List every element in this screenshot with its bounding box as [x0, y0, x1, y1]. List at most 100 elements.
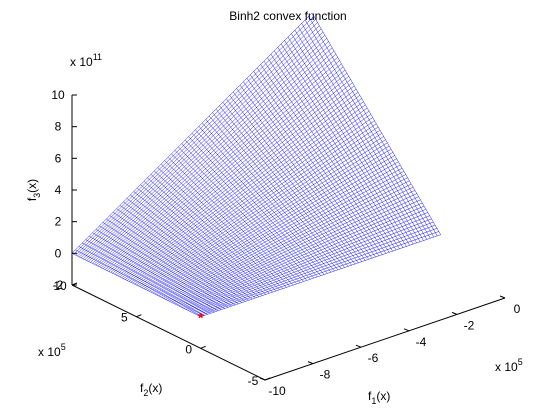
y-exponent-label: x 105 [38, 342, 66, 359]
mesh-line [82, 31, 324, 259]
z-axis-label: f3(x) [25, 179, 42, 201]
x-tick-label: -10 [268, 384, 286, 398]
y-axis-line [71, 284, 266, 381]
mesh-line [119, 95, 360, 278]
y-tick [71, 282, 78, 286]
mesh-line [101, 63, 342, 268]
mesh-line [277, 47, 407, 247]
y-tick-label: -5 [248, 374, 259, 388]
x-axis-line [264, 297, 506, 381]
mesh-line [280, 43, 410, 246]
mesh-line [202, 122, 332, 273]
mesh-line [215, 108, 345, 268]
chart-title: Binh2 convex function [229, 9, 346, 23]
z-exponent-label: x 1011 [70, 52, 102, 69]
mesh-line [287, 36, 417, 244]
x-tick [355, 344, 362, 348]
z-tick-label: 6 [55, 151, 62, 165]
mesh-line [81, 28, 322, 259]
x-tick-label: -4 [416, 335, 427, 349]
mesh-line [86, 38, 327, 261]
z-axis-ticks: -2 0 2 4 6 8 10 [51, 88, 77, 292]
mesh-line [229, 95, 359, 263]
y-tick-label: 10 [53, 279, 67, 293]
z-tick-label: 10 [51, 88, 65, 102]
mesh-line [263, 60, 393, 252]
mesh-line [311, 12, 441, 235]
x-tick-label: -2 [464, 318, 475, 332]
mesh-line [123, 101, 364, 279]
mesh-line [73, 16, 314, 255]
mesh-line [195, 129, 325, 275]
mesh-line [246, 78, 376, 258]
mesh-line [250, 74, 380, 256]
mesh-line [301, 23, 431, 239]
mesh-line [256, 67, 386, 254]
x-tick [451, 311, 458, 315]
mesh-line [84, 35, 326, 260]
mesh-line [88, 41, 329, 262]
mesh-line [130, 114, 371, 283]
mesh-line [114, 85, 355, 275]
mesh-line [93, 50, 335, 265]
mesh-line [77, 22, 318, 257]
x-tick-label: -6 [368, 351, 379, 365]
x-tick-label: -8 [320, 368, 331, 382]
mesh-line [103, 66, 344, 269]
z-tick-label: 0 [55, 246, 62, 260]
mesh-line [236, 88, 366, 261]
mesh-line [104, 69, 346, 270]
mesh-line [208, 115, 338, 270]
mesh-line [226, 98, 356, 265]
mesh-line [126, 107, 368, 281]
mesh-line [99, 60, 340, 268]
mesh-line [79, 25, 320, 258]
mesh-line [108, 76, 349, 272]
mesh-line [121, 98, 362, 278]
mesh-line [115, 88, 357, 276]
x-tick [403, 328, 410, 332]
z-tick-label: 4 [55, 183, 62, 197]
mesh-line [125, 104, 366, 280]
y-tick [200, 345, 206, 349]
mesh-line [284, 40, 414, 245]
mesh-line [134, 120, 375, 285]
mesh-line [260, 64, 390, 253]
z-tick-label: 8 [55, 120, 62, 134]
mesh-line [243, 81, 373, 259]
mesh-line [92, 47, 333, 264]
x-axis-label: f1(x) [368, 389, 390, 406]
y-tick-label: 0 [185, 342, 192, 356]
mesh-line [128, 111, 370, 282]
minimum-marker: * [198, 310, 204, 326]
mesh-line [219, 105, 349, 267]
mesh-line [239, 84, 369, 260]
mesh-line [308, 16, 438, 236]
mesh-line [274, 50, 404, 248]
x-tick [259, 377, 266, 381]
mesh-line [291, 33, 421, 242]
mesh-line [106, 73, 348, 271]
mesh-line [205, 119, 335, 272]
y-tick [264, 377, 271, 381]
mesh-line [97, 57, 338, 267]
mesh-line [298, 26, 428, 240]
mesh-line [304, 19, 434, 238]
mesh-line [253, 71, 383, 255]
mesh-line [95, 54, 337, 266]
mesh-line [71, 12, 313, 254]
x-axis-ticks: -10 -8 -6 -4 -2 0 [259, 295, 521, 398]
y-axis-ticks: -5 0 5 10 [53, 279, 271, 388]
mesh-line [198, 126, 328, 274]
mesh-line [267, 57, 397, 251]
mesh-line [212, 112, 342, 269]
mesh-line [75, 19, 316, 256]
mesh-line [270, 54, 400, 249]
mesh-line [90, 44, 331, 263]
mesh-line [294, 30, 424, 241]
mesh-line [110, 79, 351, 273]
mesh-line [232, 91, 362, 262]
y-axis-label: f2(x) [140, 381, 162, 398]
x-tick [499, 295, 506, 299]
